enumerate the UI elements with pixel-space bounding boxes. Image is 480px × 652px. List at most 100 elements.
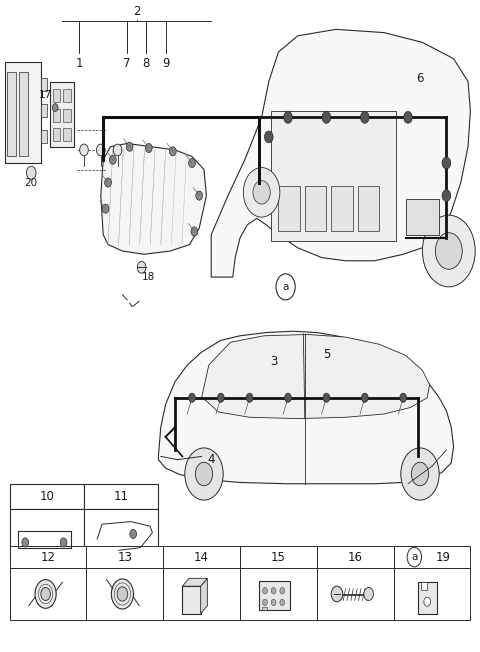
- Bar: [331, 186, 353, 231]
- Bar: [358, 186, 379, 231]
- Circle shape: [284, 111, 292, 123]
- Circle shape: [271, 587, 276, 594]
- Circle shape: [264, 131, 273, 143]
- Text: 10: 10: [39, 490, 54, 503]
- Bar: [53, 109, 60, 122]
- Bar: [63, 89, 71, 102]
- Text: 11: 11: [114, 490, 129, 503]
- Circle shape: [400, 393, 407, 402]
- Bar: [53, 128, 60, 141]
- Polygon shape: [201, 578, 207, 614]
- Circle shape: [195, 462, 213, 486]
- Circle shape: [263, 587, 267, 594]
- Text: a: a: [282, 282, 289, 292]
- Circle shape: [185, 448, 223, 500]
- Polygon shape: [211, 29, 470, 277]
- Bar: [5, 62, 41, 163]
- Bar: [394, 568, 470, 620]
- Circle shape: [102, 204, 109, 213]
- Circle shape: [323, 393, 330, 402]
- Circle shape: [360, 111, 369, 123]
- Circle shape: [126, 142, 133, 151]
- Circle shape: [246, 393, 253, 402]
- Text: 4: 4: [207, 453, 215, 466]
- Circle shape: [26, 166, 36, 179]
- Bar: [163, 546, 240, 568]
- Bar: [317, 546, 394, 568]
- Circle shape: [41, 587, 50, 600]
- Circle shape: [191, 227, 198, 236]
- Text: 20: 20: [24, 177, 38, 188]
- Circle shape: [130, 529, 137, 539]
- Bar: [10, 509, 84, 563]
- Text: 16: 16: [348, 551, 363, 563]
- Bar: [182, 586, 201, 614]
- Circle shape: [322, 111, 331, 123]
- Bar: [305, 186, 326, 231]
- Circle shape: [422, 215, 475, 287]
- Text: 14: 14: [194, 551, 209, 563]
- Circle shape: [253, 181, 270, 204]
- Bar: [10, 484, 84, 509]
- Text: 18: 18: [142, 272, 156, 282]
- Circle shape: [280, 599, 285, 606]
- Circle shape: [364, 587, 373, 600]
- Circle shape: [189, 393, 195, 402]
- Polygon shape: [101, 143, 206, 254]
- Circle shape: [411, 462, 429, 486]
- Circle shape: [22, 538, 29, 547]
- Bar: [7, 72, 16, 156]
- Circle shape: [52, 104, 58, 111]
- Text: a: a: [411, 552, 418, 562]
- Circle shape: [60, 538, 67, 547]
- Polygon shape: [158, 331, 454, 484]
- Circle shape: [145, 143, 152, 153]
- Circle shape: [35, 580, 56, 608]
- Text: 12: 12: [40, 551, 56, 563]
- Text: 2: 2: [133, 5, 141, 18]
- Bar: [240, 546, 317, 568]
- Bar: [259, 581, 290, 610]
- Bar: [271, 111, 396, 241]
- Circle shape: [424, 597, 431, 606]
- Bar: [86, 546, 163, 568]
- Circle shape: [404, 111, 412, 123]
- Bar: [63, 128, 71, 141]
- Circle shape: [271, 599, 276, 606]
- Polygon shape: [202, 334, 430, 419]
- Polygon shape: [182, 578, 207, 586]
- Bar: [406, 199, 439, 235]
- Bar: [394, 546, 470, 568]
- Circle shape: [169, 147, 176, 156]
- Circle shape: [80, 144, 88, 156]
- Bar: [262, 607, 267, 610]
- Bar: [41, 104, 47, 117]
- Bar: [84, 509, 158, 563]
- Text: 19: 19: [436, 551, 451, 563]
- Bar: [84, 484, 158, 509]
- Circle shape: [111, 579, 133, 609]
- Circle shape: [113, 144, 122, 156]
- Circle shape: [96, 144, 105, 156]
- Bar: [41, 78, 47, 91]
- Bar: [163, 568, 240, 620]
- Circle shape: [196, 191, 203, 200]
- Text: 9: 9: [162, 57, 169, 70]
- Bar: [41, 130, 47, 143]
- Text: 8: 8: [143, 57, 150, 70]
- Circle shape: [137, 261, 146, 273]
- Circle shape: [435, 233, 462, 269]
- Bar: [10, 568, 86, 620]
- Text: 15: 15: [271, 551, 286, 563]
- Circle shape: [331, 586, 343, 602]
- Bar: [19, 72, 28, 156]
- Text: 17: 17: [39, 89, 52, 100]
- Circle shape: [117, 587, 128, 601]
- Circle shape: [217, 393, 224, 402]
- Text: 7: 7: [123, 57, 131, 70]
- Bar: [421, 582, 427, 590]
- Bar: [63, 109, 71, 122]
- Bar: [317, 568, 394, 620]
- Bar: [418, 582, 437, 614]
- Text: 3: 3: [270, 355, 277, 368]
